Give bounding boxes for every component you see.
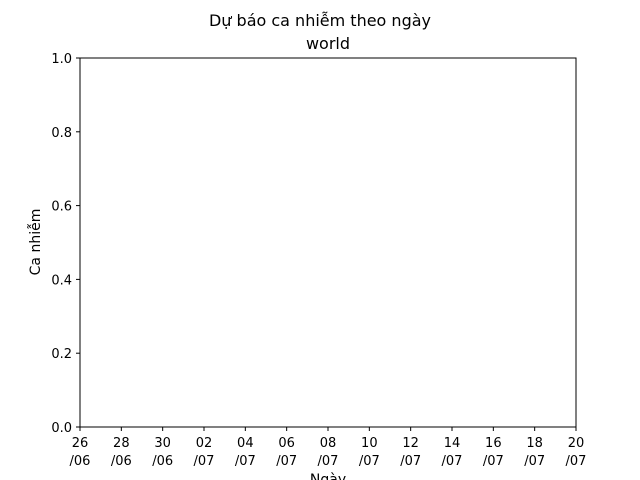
x-tick-day: 30 xyxy=(154,436,171,451)
x-tick-label: 28/06 xyxy=(111,436,132,469)
x-tick-label: 04/07 xyxy=(235,436,256,469)
x-tick-month: /06 xyxy=(70,454,91,469)
x-tick-month: /07 xyxy=(566,454,587,469)
x-tick-day: 20 xyxy=(568,436,585,451)
x-tick-label: 20/07 xyxy=(566,436,587,469)
x-axis-label: Ngày xyxy=(310,472,346,480)
x-tick-month: /07 xyxy=(400,454,421,469)
x-tick-month: /07 xyxy=(318,454,339,469)
x-tick-month: /07 xyxy=(483,454,504,469)
y-tick-label: 0.0 xyxy=(51,421,72,436)
x-tick-day: 28 xyxy=(113,436,130,451)
y-axis-ticks: 0.0 0.2 0.4 0.6 0.8 1.0 xyxy=(51,52,80,436)
x-tick-day: 06 xyxy=(278,436,295,451)
x-tick-label: 16/07 xyxy=(483,436,504,469)
x-tick-label: 02/07 xyxy=(194,436,215,469)
x-tick-month: /07 xyxy=(276,454,297,469)
x-tick-label: 10/07 xyxy=(359,436,380,469)
x-tick-day: 04 xyxy=(237,436,254,451)
y-tick-label: 0.4 xyxy=(51,273,72,288)
x-tick-month: /06 xyxy=(152,454,173,469)
x-tick-day: 26 xyxy=(72,436,89,451)
x-tick-month: /06 xyxy=(111,454,132,469)
x-tick-label: 30/06 xyxy=(152,436,173,469)
x-tick-month: /07 xyxy=(194,454,215,469)
x-axis-ticks: 26/0628/0630/0602/0704/0706/0708/0710/07… xyxy=(70,427,587,469)
y-tick-label: 1.0 xyxy=(51,52,72,67)
x-tick-day: 02 xyxy=(196,436,213,451)
y-tick-label: 0.6 xyxy=(51,200,72,215)
plot-area xyxy=(79,57,577,428)
x-tick-label: 08/07 xyxy=(318,436,339,469)
x-tick-month: /07 xyxy=(442,454,463,469)
x-tick-month: /07 xyxy=(359,454,380,469)
x-tick-label: 18/07 xyxy=(524,436,545,469)
x-tick-day: 16 xyxy=(485,436,502,451)
x-tick-month: /07 xyxy=(235,454,256,469)
chart-title: Dự báo ca nhiễm theo ngày xyxy=(209,11,431,30)
x-tick-day: 18 xyxy=(526,436,543,451)
x-tick-day: 10 xyxy=(361,436,378,451)
y-tick-label: 0.2 xyxy=(51,347,72,362)
x-tick-day: 14 xyxy=(444,436,461,451)
x-tick-month: /07 xyxy=(524,454,545,469)
x-tick-label: 26/06 xyxy=(70,436,91,469)
x-tick-label: 06/07 xyxy=(276,436,297,469)
chart-subtitle: world xyxy=(306,34,350,53)
y-tick-label: 0.8 xyxy=(51,126,72,141)
x-tick-label: 12/07 xyxy=(400,436,421,469)
y-axis-label: Ca nhiễm xyxy=(27,209,44,276)
x-tick-day: 08 xyxy=(320,436,337,451)
x-tick-label: 14/07 xyxy=(442,436,463,469)
x-tick-day: 12 xyxy=(402,436,419,451)
